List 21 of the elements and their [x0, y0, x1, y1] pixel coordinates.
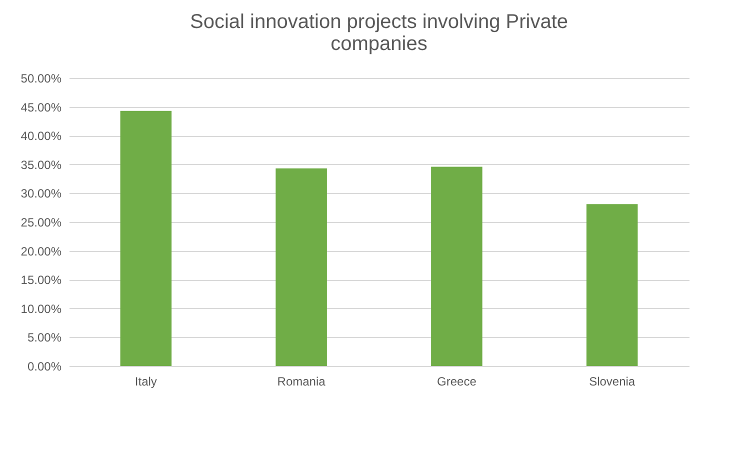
x-tick-label: Slovenia	[589, 374, 636, 388]
bar	[120, 110, 172, 366]
text: companies	[330, 33, 428, 55]
y-tick-label: 50.00%	[20, 72, 62, 86]
y-tick-label: 45.00%	[20, 100, 62, 114]
x-tick-label: Romania	[277, 374, 326, 388]
y-tick-label: 35.00%	[20, 158, 62, 172]
y-tick-label: 5.00%	[27, 330, 62, 345]
y-tick-label: 0.00%	[27, 360, 62, 374]
y-tick-label: 10.00%	[20, 302, 62, 316]
bar	[586, 204, 638, 366]
y-tick-label: 30.00%	[20, 186, 62, 201]
x-tick-label: Greece	[437, 374, 477, 388]
y-tick-label: 20.00%	[20, 244, 62, 258]
text: Social innovation projects involving Private	[190, 11, 568, 33]
y-tick-label: 40.00%	[20, 129, 62, 144]
y-tick-label: 25.00%	[20, 216, 62, 230]
x-tick-label: Italy	[134, 374, 157, 388]
bar	[276, 168, 327, 366]
y-tick-label: 15.00%	[20, 273, 62, 288]
bar	[431, 166, 482, 366]
